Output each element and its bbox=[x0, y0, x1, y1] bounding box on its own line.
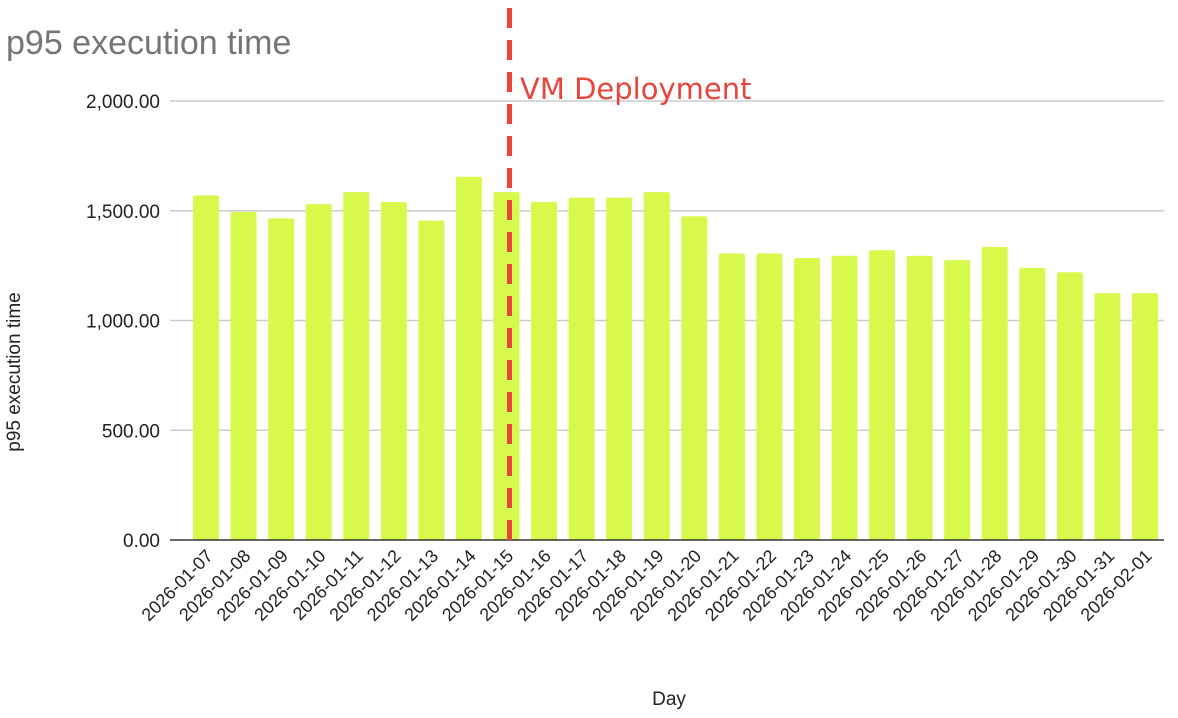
bar-2026-01-08 bbox=[230, 211, 257, 540]
bar-2026-01-21 bbox=[718, 253, 745, 541]
bar-2026-01-27 bbox=[944, 260, 971, 540]
bar-2026-01-17 bbox=[568, 197, 595, 540]
bar-2026-01-25 bbox=[869, 250, 896, 540]
chart-title: p95 execution time bbox=[6, 24, 291, 62]
bar-2026-01-12 bbox=[380, 201, 407, 540]
bar-2026-02-01 bbox=[1132, 293, 1158, 540]
bar-2026-01-28 bbox=[981, 246, 1008, 540]
y-tick-label: 2,000.00 bbox=[86, 92, 160, 113]
y-tick-label: 1,000.00 bbox=[86, 312, 160, 333]
bar-2026-01-29 bbox=[1019, 267, 1046, 540]
bar-2026-01-18 bbox=[606, 197, 633, 540]
bar-2026-01-11 bbox=[343, 192, 370, 540]
annotation-label: VM Deployment bbox=[520, 72, 751, 106]
bar-2026-01-31 bbox=[1094, 293, 1121, 540]
bar-2026-01-07 bbox=[193, 195, 219, 540]
bar-2026-01-15 bbox=[493, 192, 520, 540]
bar-2026-01-26 bbox=[906, 255, 933, 540]
bar-2026-01-22 bbox=[756, 253, 783, 541]
bar-2026-01-23 bbox=[793, 257, 820, 540]
bar-2026-01-24 bbox=[831, 255, 858, 540]
y-axis-label: p95 execution time bbox=[4, 292, 25, 452]
y-tick-label: 0.00 bbox=[123, 531, 160, 552]
y-tick-label: 500.00 bbox=[102, 421, 160, 442]
vm-deployment-annotation: VM Deployment bbox=[506, 8, 751, 545]
bar-2026-01-16 bbox=[531, 201, 558, 540]
x-axis-label: Day bbox=[652, 689, 686, 710]
x-axis-ticks: 2026-01-072026-01-082026-01-092026-01-10… bbox=[138, 546, 1156, 625]
bar-2026-01-19 bbox=[643, 192, 670, 540]
bar-2026-01-30 bbox=[1056, 272, 1083, 540]
bar-2026-01-10 bbox=[305, 204, 332, 541]
bar-2026-01-20 bbox=[681, 216, 708, 541]
bar-2026-01-14 bbox=[455, 176, 482, 541]
y-axis-ticks: 0.00 500.00 1,000.00 1,500.00 2,000.00 bbox=[86, 92, 160, 552]
bar-2026-01-09 bbox=[268, 218, 295, 540]
bar-2026-01-13 bbox=[418, 220, 445, 540]
y-tick-label: 1,500.00 bbox=[86, 202, 160, 223]
bars bbox=[193, 176, 1158, 541]
